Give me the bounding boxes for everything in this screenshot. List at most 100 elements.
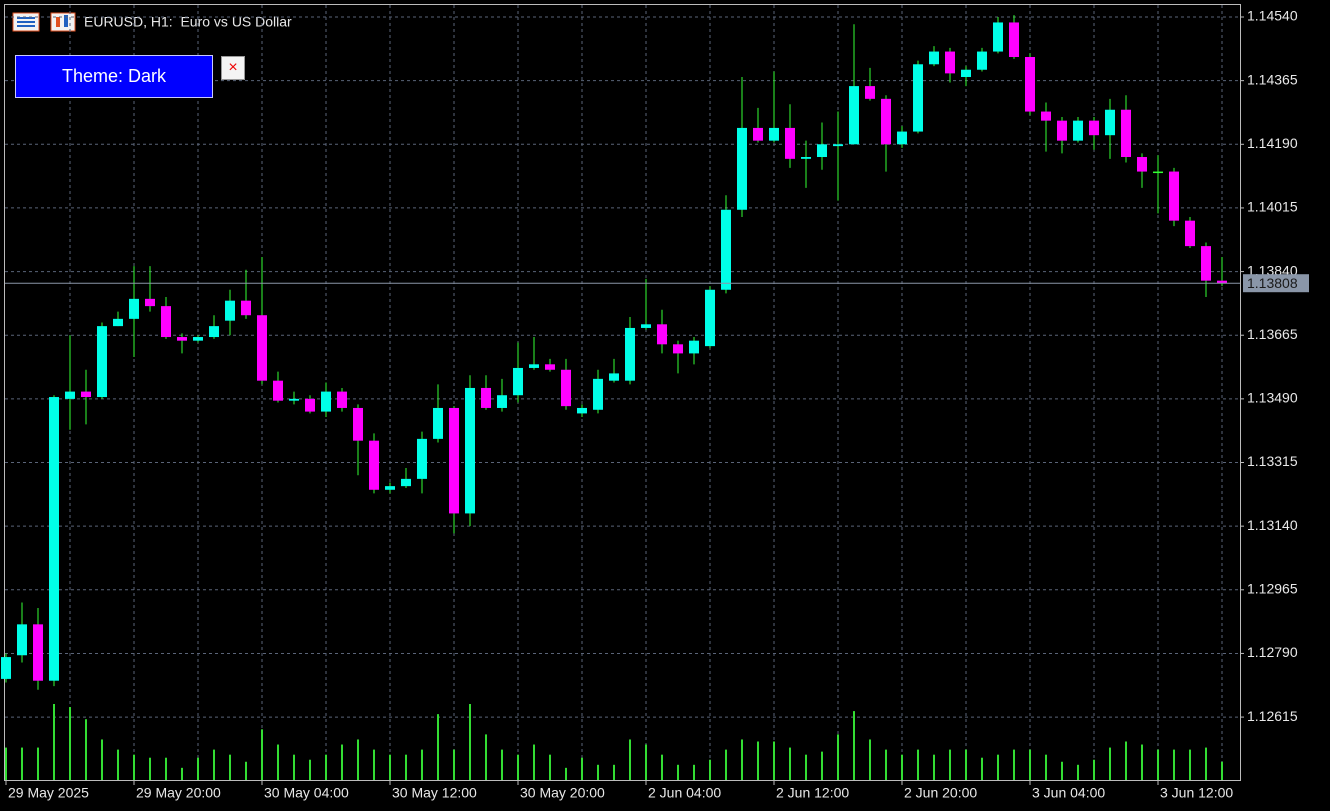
candle-body — [257, 315, 267, 381]
candle-body — [865, 86, 875, 99]
candle-body — [33, 624, 43, 681]
y-tick-label: 1.13490 — [1247, 390, 1298, 406]
candle-body — [881, 98, 891, 145]
candle-body — [833, 144, 843, 147]
candle-body — [385, 486, 395, 490]
x-tick-label: 30 May 20:00 — [520, 785, 605, 801]
y-tick-label: 1.14540 — [1247, 8, 1298, 24]
candle-body — [625, 327, 635, 381]
candle-body — [305, 398, 315, 412]
candle-body — [113, 318, 123, 327]
y-tick-label: 1.12965 — [1247, 580, 1298, 596]
y-tick-label: 1.14190 — [1247, 135, 1298, 151]
y-tick-label: 1.12790 — [1247, 644, 1298, 660]
candle-body — [1121, 109, 1131, 158]
candle-body — [1137, 157, 1147, 172]
candle-body — [513, 367, 523, 396]
x-tick-label: 3 Jun 12:00 — [1160, 785, 1233, 801]
candle-body — [737, 127, 747, 210]
candle-body — [449, 407, 459, 514]
candle-body — [673, 344, 683, 354]
candle-body — [225, 300, 235, 321]
y-tick-label: 1.12615 — [1247, 708, 1298, 724]
candle-body — [273, 380, 283, 401]
candle-body — [145, 298, 155, 307]
chart-title: EURUSD, H1: Euro vs US Dollar — [84, 14, 292, 30]
y-tick-label: 1.13140 — [1247, 517, 1298, 533]
x-tick-label: 2 Jun 12:00 — [776, 785, 849, 801]
candle-body — [561, 369, 571, 407]
candle-body — [161, 306, 171, 338]
candle-body — [1201, 246, 1211, 281]
candle-body — [1057, 120, 1067, 141]
candle-body — [177, 337, 187, 341]
plot-frame — [4, 4, 1241, 781]
candle-body — [785, 127, 795, 159]
candle-body — [913, 64, 923, 132]
last-price-label: 1.13808 — [1247, 275, 1298, 291]
candle-body — [241, 300, 251, 316]
x-tick-label: 30 May 12:00 — [392, 785, 477, 801]
candle-body — [1073, 120, 1083, 141]
candle-body — [1041, 111, 1051, 121]
candle-body — [993, 22, 1003, 52]
candle-body — [1, 657, 11, 679]
candle-body — [321, 391, 331, 412]
candle-body — [209, 326, 219, 338]
candle-body — [705, 289, 715, 347]
candle-body — [529, 364, 539, 368]
x-tick-label: 2 Jun 20:00 — [904, 785, 977, 801]
candle-body — [641, 324, 651, 328]
y-tick-label: 1.13665 — [1247, 326, 1298, 342]
candle-body — [1217, 280, 1227, 284]
chart-icon — [64, 15, 68, 27]
candle-body — [353, 407, 363, 441]
x-tick-label: 2 Jun 04:00 — [648, 785, 721, 801]
candle-body — [609, 373, 619, 381]
y-tick-label: 1.13315 — [1247, 453, 1298, 469]
candle-body — [753, 127, 763, 141]
candle-body — [289, 398, 299, 401]
theme-button[interactable]: Theme: Dark — [15, 55, 213, 98]
candle-body — [977, 51, 987, 70]
candle-body — [17, 624, 27, 656]
candle-body — [657, 324, 667, 345]
candle-body — [817, 144, 827, 158]
chart-icon — [50, 12, 76, 32]
candle-body — [801, 157, 811, 159]
candle-body — [721, 209, 731, 290]
candle-body — [465, 387, 475, 514]
candle-body — [769, 127, 779, 141]
candle-body — [337, 391, 347, 408]
candle-body — [1185, 220, 1195, 247]
last-price-box — [1243, 274, 1309, 293]
x-tick-label: 30 May 04:00 — [264, 785, 349, 801]
x-tick-label: 29 May 20:00 — [136, 785, 221, 801]
candle-body — [369, 440, 379, 490]
candle-body — [497, 395, 507, 408]
candle-body — [193, 337, 203, 341]
candle-body — [1025, 57, 1035, 112]
candle-body — [545, 364, 555, 370]
candle-body — [401, 478, 411, 487]
candle-body — [961, 69, 971, 78]
candle-body — [1105, 109, 1115, 136]
candle-body — [417, 438, 427, 479]
candle-body — [129, 298, 139, 319]
candle-body — [1009, 22, 1019, 58]
x-tick-label: 3 Jun 04:00 — [1032, 785, 1105, 801]
y-tick-label: 1.14365 — [1247, 71, 1298, 87]
x-tick-label: 29 May 2025 — [8, 785, 89, 801]
candle-body — [897, 131, 907, 145]
candle-body — [945, 51, 955, 74]
candle-body — [97, 326, 107, 398]
y-tick-label: 1.14015 — [1247, 199, 1298, 215]
chart-icon — [56, 17, 60, 27]
candle-body — [593, 378, 603, 410]
candle-body — [1153, 171, 1163, 174]
candle-body — [49, 397, 59, 681]
candle-body — [1169, 171, 1179, 221]
close-button[interactable]: × — [221, 56, 245, 80]
